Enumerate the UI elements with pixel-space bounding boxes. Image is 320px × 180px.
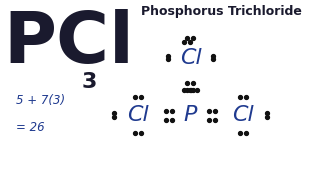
Text: PCl: PCl <box>3 9 134 78</box>
Text: = 26: = 26 <box>16 121 44 134</box>
Text: 5 + 7(3): 5 + 7(3) <box>16 94 65 107</box>
Text: 3: 3 <box>82 72 97 92</box>
Text: Cl: Cl <box>180 48 201 68</box>
Text: Phosphorus Trichloride: Phosphorus Trichloride <box>141 5 302 18</box>
Text: P: P <box>184 105 197 125</box>
Text: Cl: Cl <box>232 105 254 125</box>
Text: Cl: Cl <box>127 105 148 125</box>
